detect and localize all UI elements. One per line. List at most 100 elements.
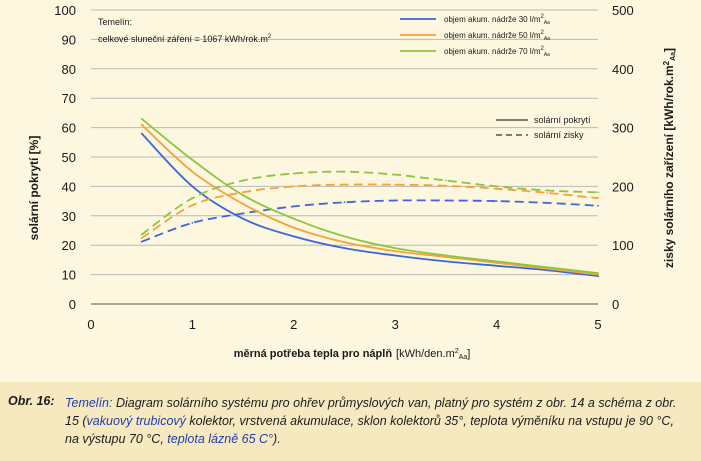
gains-point: [343, 183, 346, 186]
x-tick-label: 5: [594, 317, 601, 332]
y2-axis-title-close: ]: [662, 48, 676, 52]
coverage-point: [546, 267, 549, 270]
y-tick-label: 70: [62, 91, 76, 106]
x-axis-title-close: ]: [467, 348, 470, 360]
gains-point: [292, 172, 295, 175]
legend-label: objem akum. nádrže 70 l/m2Aa: [444, 46, 550, 58]
x-axis-title: měrná potřeba tepla pro náplň [kWh/den.m2…: [234, 348, 471, 361]
coverage-point: [140, 132, 143, 135]
coverage-point: [394, 247, 397, 250]
legend-solid-label: solární pokrytí: [534, 115, 591, 125]
coverage-point: [445, 256, 447, 258]
caption-text: Temelín: Diagram solárního systému pro o…: [65, 394, 685, 448]
y2-axis-title: zisky solárního zařízení [kWh/rok.m2Aa]: [662, 48, 677, 268]
coverage-point: [495, 260, 498, 263]
y-tick-label: 40: [62, 179, 76, 194]
coverage-point: [394, 254, 397, 257]
coverage-point: [191, 185, 194, 188]
series-coverage-line: [141, 124, 599, 276]
gains-point: [140, 233, 143, 236]
y-tick-label: 10: [62, 268, 76, 283]
coverage-point: [343, 241, 346, 244]
gains-point: [292, 205, 295, 208]
coverage-point: [495, 261, 498, 264]
axes: 0 10 20 30 40 50 60 70 80 90 100 0 100 200 300 400 500 0 1…: [54, 3, 633, 332]
legend-label-sub: Aa: [544, 36, 550, 42]
y2-tick-label: 200: [612, 179, 634, 194]
gains-point: [242, 191, 245, 194]
coverage-point: [597, 275, 599, 277]
annotation-title: Temelín:: [98, 17, 132, 27]
x-axis-title-sub: Aa: [459, 354, 468, 361]
gains-point: [445, 199, 447, 202]
legend-label: objem akum. nádrže 30 l/m2Aa: [444, 14, 550, 26]
coverage-point: [140, 123, 143, 126]
gains-point: [343, 170, 346, 173]
y2-axis-title-sup: 2: [662, 60, 671, 65]
coverage-point: [191, 170, 194, 173]
gains-point: [394, 183, 397, 186]
gains-point: [445, 179, 447, 182]
figure-caption: Obr. 16: Temelín: Diagram solárního syst…: [0, 382, 701, 461]
coverage-point: [546, 266, 549, 269]
coverage-point: [597, 272, 599, 275]
chart-background: [0, 0, 701, 380]
coverage-point: [394, 250, 397, 252]
series-gains-line: [141, 199, 599, 243]
legend-label: objem akum. nádrže 50 l/m2Aa: [444, 30, 550, 42]
x-tick-label: 2: [290, 317, 297, 332]
coverage-point: [445, 260, 447, 263]
coverage-point: [191, 159, 194, 161]
legend-label-sup: 2: [541, 46, 545, 52]
coverage-point: [292, 226, 295, 229]
caption-collector-type: vakuový trubicový: [86, 414, 186, 428]
gains-point: [394, 173, 397, 176]
gains-point: [394, 199, 397, 202]
coverage-point: [343, 247, 346, 250]
legend-label-text: objem akum. nádrže 30 l/m: [444, 15, 541, 24]
legend-style: solární pokrytí solární zisky: [496, 115, 591, 140]
coverage-point: [140, 117, 143, 120]
gains-point: [343, 201, 346, 204]
y-tick-label: 100: [54, 3, 76, 18]
gains-point: [191, 197, 194, 200]
coverage-point: [597, 273, 599, 276]
legend-label-sub: Aa: [544, 20, 550, 26]
y2-axis-title-sub: Aa: [670, 52, 677, 61]
series-coverage-line: [141, 118, 599, 274]
coverage-point: [292, 217, 295, 220]
annotation-irradiation-text: celkové sluneční záření = 1067 kWh/rok.m: [98, 34, 268, 44]
y-tick-label: 90: [62, 32, 76, 47]
y-tick-label: 0: [69, 297, 76, 312]
caption-location: Temelín:: [65, 396, 113, 410]
coverage-point: [242, 203, 245, 205]
x-axis-title-sup: 2: [455, 348, 459, 355]
caption-body-1: Diagram solárního systému pro ohřev prům…: [65, 396, 677, 428]
caption-body-2: kolektor, vrstvená akumulace, sklon kole…: [65, 414, 674, 446]
legend-label-sup: 2: [541, 30, 545, 36]
coverage-point: [242, 194, 245, 197]
y-tick-label: 30: [62, 209, 76, 224]
gains-point: [495, 185, 498, 188]
chart: 0 10 20 30 40 50 60 70 80 90 100 0 100 200 300 400 500 0 1…: [0, 0, 701, 380]
y-tick-label: 20: [62, 238, 76, 253]
coverage-point: [546, 269, 549, 272]
y2-tick-label: 300: [612, 121, 634, 136]
y2-axis-title-text: zisky solárního zařízení [kWh/rok.m: [662, 65, 676, 268]
gains-point: [242, 179, 245, 182]
gains-point: [191, 204, 194, 207]
gains-point: [495, 187, 498, 190]
gains-point: [140, 237, 143, 240]
series-gains-line: [141, 183, 599, 239]
annotation-irradiation: celkové sluneční záření = 1067 kWh/rok.m…: [98, 34, 272, 44]
series-layer: [140, 117, 599, 277]
y-axis-title: solární pokrytí [%]: [27, 136, 41, 241]
legend-dashed-label: solární zisky: [534, 130, 584, 140]
gains-point: [445, 184, 447, 187]
series-coverage-line: [141, 132, 599, 277]
legend-label-text: objem akum. nádrže 70 l/m: [444, 47, 541, 56]
y-tick-label: 80: [62, 62, 76, 77]
caption-label: Obr. 16:: [8, 394, 55, 408]
gains-point: [546, 191, 549, 194]
